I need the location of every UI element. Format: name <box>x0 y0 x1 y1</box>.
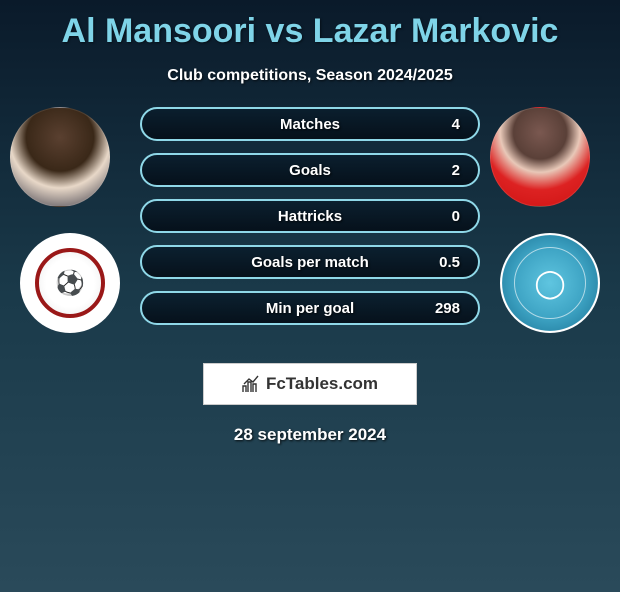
stat-row-goals-per-match: Goals per match 0.5 <box>140 245 480 279</box>
stat-value: 0 <box>452 208 460 225</box>
comparison-area: ⚽ Matches 4 Goals 2 Hattricks 0 Goals pe… <box>0 107 620 347</box>
player-left-avatar <box>10 107 110 207</box>
brand-badge[interactable]: FcTables.com <box>203 363 417 405</box>
stat-label: Goals <box>289 162 331 179</box>
stat-label: Hattricks <box>278 208 342 225</box>
stat-label: Goals per match <box>251 254 369 271</box>
subtitle: Club competitions, Season 2024/2025 <box>0 67 620 85</box>
page-title: Al Mansoori vs Lazar Markovic <box>0 12 620 51</box>
stat-row-hattricks: Hattricks 0 <box>140 199 480 233</box>
stat-row-min-per-goal: Min per goal 298 <box>140 291 480 325</box>
date-text: 28 september 2024 <box>0 425 620 445</box>
club-left-badge-inner: ⚽ <box>35 248 105 318</box>
club-right-badge <box>500 233 600 333</box>
club-left-badge: ⚽ <box>20 233 120 333</box>
stats-list: Matches 4 Goals 2 Hattricks 0 Goals per … <box>140 107 480 325</box>
brand-text: FcTables.com <box>266 374 378 394</box>
stat-value: 2 <box>452 162 460 179</box>
chart-icon <box>242 375 260 393</box>
stat-value: 0.5 <box>439 254 460 271</box>
stat-row-goals: Goals 2 <box>140 153 480 187</box>
stat-value: 4 <box>452 116 460 133</box>
player-right-avatar <box>490 107 590 207</box>
stat-row-matches: Matches 4 <box>140 107 480 141</box>
stat-label: Matches <box>280 116 340 133</box>
stat-label: Min per goal <box>266 300 354 317</box>
stat-value: 298 <box>435 300 460 317</box>
